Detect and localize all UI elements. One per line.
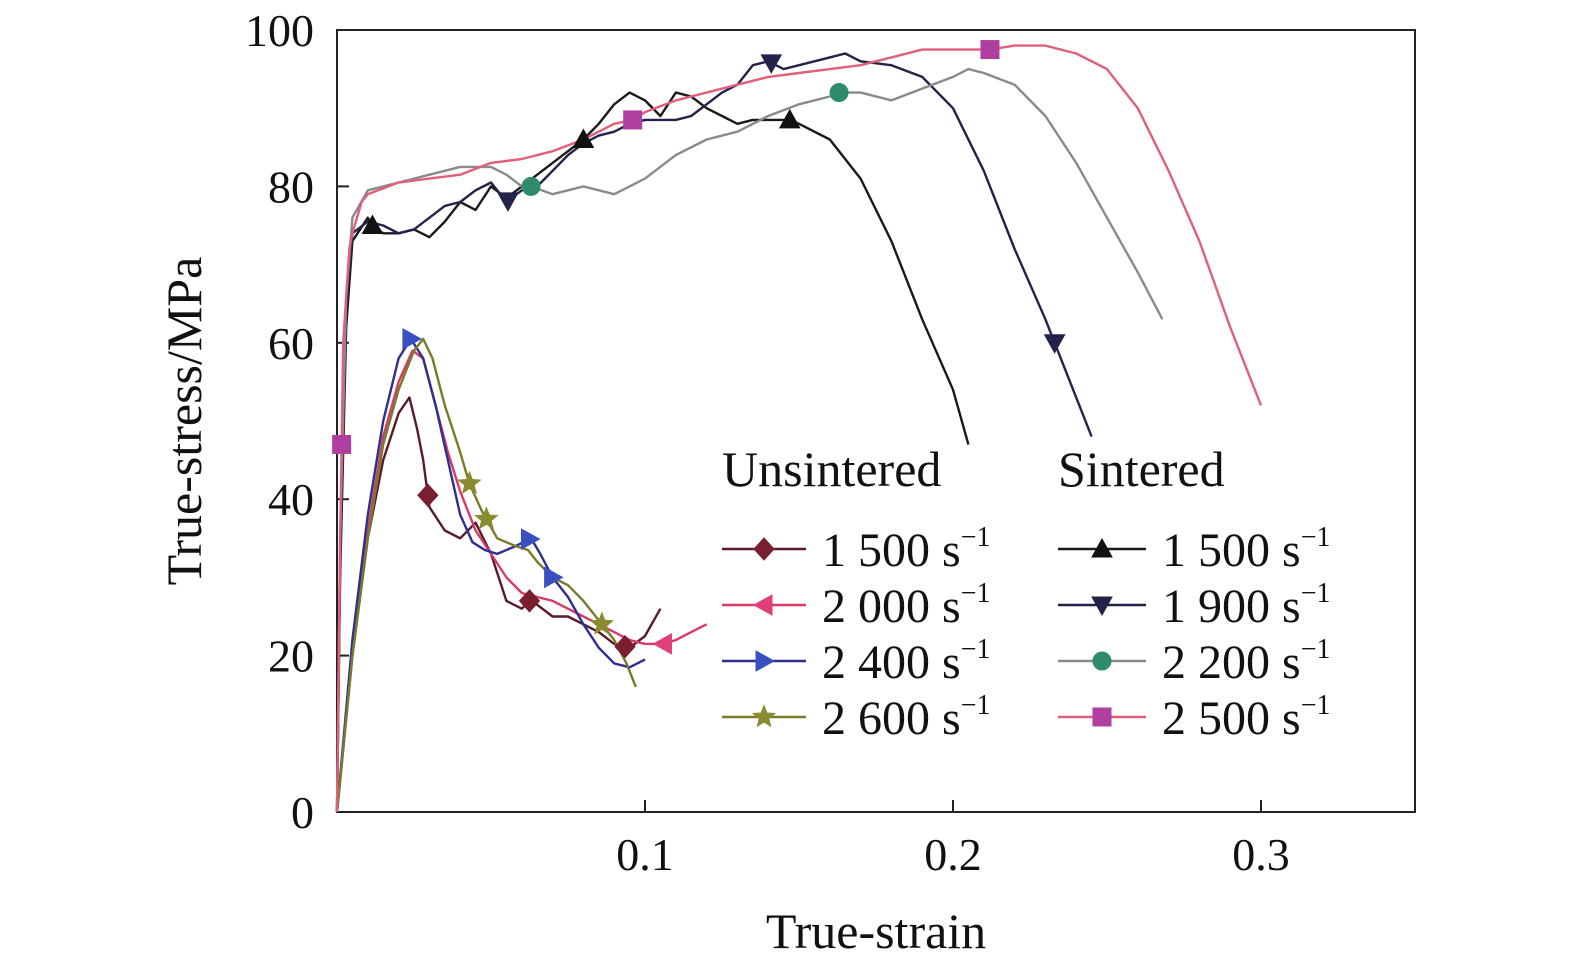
legend-label-exponent: −1 [961, 690, 991, 721]
legend-label: 2 200 s−1 [1162, 634, 1330, 689]
legend-swatch-marker [1092, 707, 1112, 727]
legend-label-rate: 1 500 s [1162, 524, 1301, 577]
marker-unsintered-1-500-s [417, 483, 439, 508]
legend-label-exponent: −1 [1301, 690, 1331, 721]
legend-label-rate: 2 000 s [822, 580, 961, 633]
series-line-unsintered-1-500-s [335, 396, 662, 813]
legend-label-exponent: −1 [1301, 634, 1331, 665]
marker-sintered-1-500-s [572, 128, 595, 148]
y-tick-label: 60 [268, 318, 314, 369]
series-line-unsintered-2-600-s [335, 337, 637, 813]
y-tick-label: 40 [268, 474, 314, 525]
marker-sintered-1-900-s [497, 192, 519, 212]
legend-label: 1 500 s−1 [1162, 522, 1330, 577]
legend-label-exponent: −1 [1301, 522, 1331, 553]
marker-unsintered-1-500-s [614, 634, 636, 659]
y-axis-label: True-stress/MPa [156, 257, 212, 586]
series-line-sintered-2-500-s [335, 44, 1263, 813]
marker-unsintered-2-600-s [457, 470, 482, 494]
legend-label: 1 500 s−1 [822, 522, 990, 577]
legend-label: 2 000 s−1 [822, 578, 990, 633]
x-axis: 0.1 0.2 0.3 [616, 800, 1290, 880]
x-tick-label: 0.1 [616, 829, 674, 880]
legend-title: Sintered [1058, 441, 1225, 497]
marker-sintered-2-200-s [829, 83, 849, 103]
legend-label-exponent: −1 [1301, 578, 1331, 609]
marker-sintered-2-500-s [623, 110, 643, 130]
marker-sintered-2-200-s [521, 176, 541, 196]
y-tick-label: 100 [245, 5, 314, 56]
series-line-unsintered-2-400-s [335, 337, 646, 813]
legend-swatch-marker [1091, 596, 1113, 617]
marker-sintered-2-500-s [980, 40, 1000, 60]
series-markers [332, 40, 1066, 659]
marker-sintered-1-500-s [361, 214, 384, 234]
marker-sintered-1-900-s [760, 54, 783, 74]
legend-swatch-marker [752, 594, 773, 616]
legend-label: 2 400 s−1 [822, 634, 990, 689]
legend-label: 2 600 s−1 [822, 690, 990, 745]
y-tick-label: 20 [268, 631, 314, 682]
legend-title: Unsintered [722, 441, 941, 497]
legend-label-rate: 1 500 s [822, 524, 961, 577]
plot-frame [336, 29, 1416, 813]
legend-label-exponent: −1 [961, 522, 991, 553]
legend-swatch-marker [751, 704, 777, 728]
marker-unsintered-1-500-s [518, 589, 541, 613]
marker-unsintered-2-600-s [589, 611, 615, 635]
legend-label-exponent: −1 [961, 578, 991, 609]
marker-sintered-1-900-s [1043, 334, 1066, 354]
marker-unsintered-2-400-s [544, 566, 564, 589]
y-tick-label: 80 [268, 161, 314, 212]
x-tick-label: 0.2 [924, 829, 982, 880]
legend-swatch-marker [755, 650, 776, 672]
legend-label-rate: 2 500 s [1162, 692, 1301, 745]
y-tick-label: 0 [291, 787, 314, 838]
x-tick-label: 0.3 [1232, 829, 1290, 880]
marker-sintered-2-500-s [332, 434, 352, 454]
legend-swatch-marker [1091, 537, 1113, 558]
marker-unsintered-2-400-s [521, 528, 541, 550]
legend-label-rate: 2 400 s [822, 636, 961, 689]
series-lines [335, 44, 1263, 813]
marker-unsintered-2-600-s [474, 506, 499, 530]
legend-label: 1 900 s−1 [1162, 578, 1330, 633]
marker-sintered-1-500-s [778, 108, 801, 129]
legend-label-rate: 1 900 s [1162, 580, 1301, 633]
x-axis-label: True-strain [766, 903, 986, 959]
legend-label-rate: 2 200 s [1162, 636, 1301, 689]
legend-label-rate: 2 600 s [822, 692, 961, 745]
legend-label-exponent: −1 [961, 634, 991, 665]
legend-swatch-marker [1092, 651, 1112, 671]
marker-unsintered-2-000-s [652, 633, 672, 655]
marker-unsintered-2-400-s [402, 328, 422, 350]
legend-label: 2 500 s−1 [1162, 690, 1330, 745]
series-line-unsintered-2-000-s [335, 349, 708, 813]
y-axis: 0 20 40 60 80 100 [245, 5, 349, 838]
legend-swatch-marker [753, 537, 775, 561]
